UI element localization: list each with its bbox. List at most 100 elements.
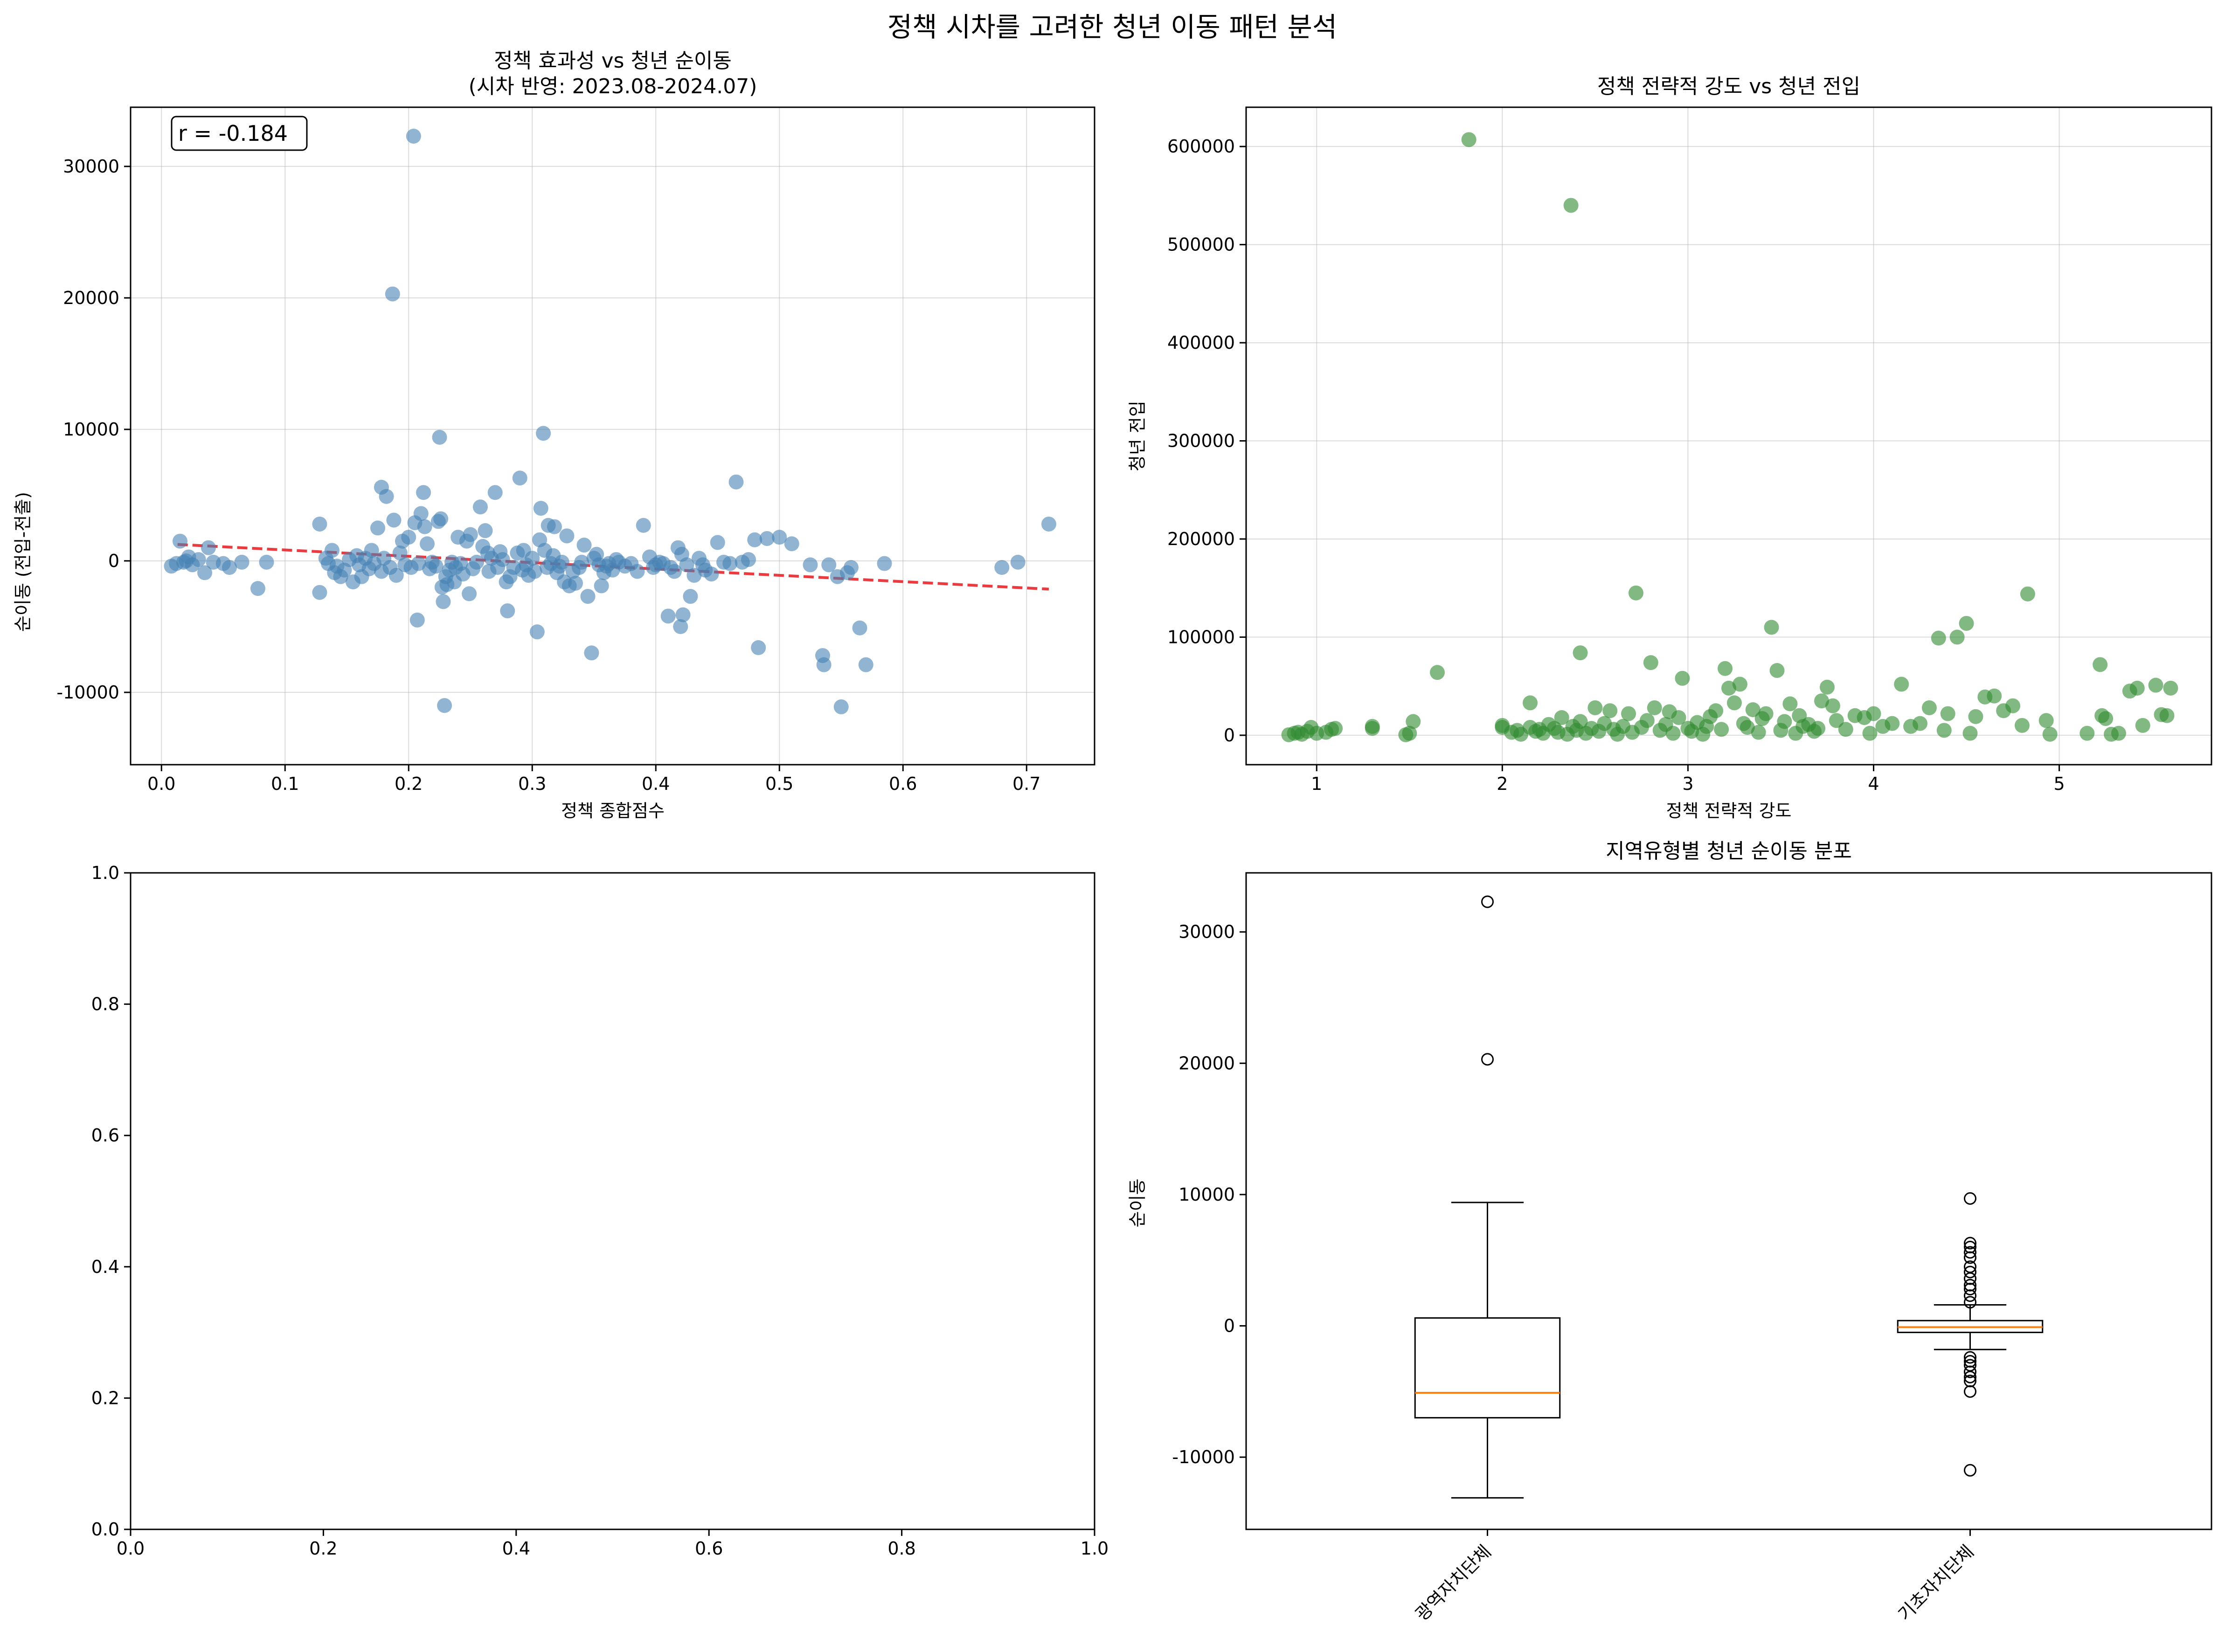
net-migration-point <box>858 657 873 672</box>
net-migration-point <box>816 657 832 672</box>
net-migration-point <box>433 511 449 526</box>
box-outlier <box>1964 1246 1976 1259</box>
net-migration-point <box>686 567 702 583</box>
net-migration-point <box>487 485 503 500</box>
net-migration-point <box>660 608 676 624</box>
boxplot-ytick-label: 30000 <box>1178 922 1235 942</box>
inflow-ytick-label: 0 <box>1224 725 1235 746</box>
inflow-point <box>1587 700 1603 715</box>
net-migration-grid <box>131 107 1095 765</box>
inflow-point <box>1726 695 1742 711</box>
net-migration-point <box>312 585 327 600</box>
net-migration-ticks: 0.0 0.1 0.2 0.3 0.4 0.5 0.6 0.7 -10000 0 10000 2000… <box>56 156 1040 794</box>
empty-axes-xtick-label: 0.8 <box>887 1538 915 1559</box>
net-migration-xlabel: 정책 종합점수 <box>561 801 665 821</box>
inflow-point <box>1814 693 1830 709</box>
boxplot-boxes <box>1414 895 2044 1499</box>
inflow-ytick-label: 200000 <box>1167 529 1235 549</box>
empty-axes-ytick-label: 1.0 <box>91 863 119 883</box>
inflow-point <box>2135 718 2150 733</box>
empty-axes-ytick-label: 0.8 <box>91 994 119 1015</box>
net-migration-point <box>512 470 527 486</box>
net-migration-point <box>463 527 478 542</box>
net-migration-point <box>312 516 327 532</box>
net-migration-point <box>385 286 400 302</box>
net-migration-point <box>364 543 379 558</box>
net-migration-point <box>673 619 688 634</box>
inflow-ytick-label: 600000 <box>1167 136 1235 157</box>
empty-axes-xtick-label: 0.6 <box>695 1538 723 1559</box>
net-migration-point <box>250 581 265 596</box>
net-migration-point <box>533 501 548 516</box>
boxplot-ytick-label: 10000 <box>1178 1184 1235 1205</box>
inflow-point <box>1602 703 1618 719</box>
box-body <box>1414 1317 1561 1419</box>
net-migration-point <box>525 551 540 566</box>
inflow-point <box>1894 677 1909 692</box>
net-migration-point <box>406 129 421 144</box>
net-migration-point <box>388 567 404 583</box>
inflow-point <box>1940 706 1955 721</box>
inflow-point <box>1819 679 1835 695</box>
net-migration-point <box>580 589 596 604</box>
inflow-point <box>2163 680 2178 696</box>
net-migration-point <box>386 512 402 528</box>
net-migration-point <box>1041 516 1056 532</box>
inflow-point <box>2079 726 2095 741</box>
inflow-point <box>1810 721 1826 736</box>
box-outlier <box>1481 1053 1494 1066</box>
inflow-point <box>1671 710 1686 725</box>
figure-suptitle: 정책 시차를 고려한 청년 이동 패턴 분석 <box>887 11 1337 43</box>
net-migration-point <box>554 554 569 570</box>
net-migration-point <box>559 528 575 544</box>
net-migration-point <box>472 499 488 515</box>
net-migration-ytick-label: 10000 <box>63 419 119 440</box>
inflow-point <box>1931 630 1946 646</box>
inflow-point <box>1406 714 1421 729</box>
inflow-xlabel: 정책 전략적 강도 <box>1666 801 1792 821</box>
box-outlier <box>1964 1296 1976 1309</box>
inflow-point <box>1913 716 1928 731</box>
net-migration-title-line-1: 정책 효과성 vs 청년 순이동 <box>494 49 732 73</box>
boxplot-axes-frame <box>1245 872 2212 1530</box>
inflow-point <box>1936 723 1952 738</box>
inflow-point <box>1647 700 1662 715</box>
inflow-point <box>1764 620 1779 635</box>
boxplot-xtick-label: 광역자치단체 <box>1411 1541 1495 1624</box>
inflow-point <box>1621 706 1636 721</box>
inflow-point <box>2129 680 2145 696</box>
net-migration-xtick-label: 0.4 <box>642 774 670 794</box>
inflow-points <box>1281 132 2178 742</box>
net-migration-point <box>576 538 592 553</box>
net-migration-point <box>529 624 545 640</box>
box-outlier <box>1964 1370 1976 1383</box>
net-migration-xtick-label: 0.0 <box>147 774 175 794</box>
net-migration-point <box>704 567 719 582</box>
box-outlier <box>1964 1237 1976 1250</box>
empty-axes-ytick-label: 0.4 <box>91 1257 119 1277</box>
inflow-point <box>2098 711 2114 726</box>
inflow-point <box>1838 722 1853 737</box>
net-migration-axes-frame <box>130 106 1095 766</box>
net-migration-ytick-label: 30000 <box>63 156 119 177</box>
net-migration-point <box>173 533 187 549</box>
inflow-ytick-label: 500000 <box>1167 235 1235 255</box>
net-migration-point <box>803 557 818 573</box>
net-migration-point <box>379 489 394 504</box>
net-migration-point <box>191 552 206 567</box>
inflow-point <box>2159 708 2175 723</box>
boxplot-xtick-label: 기초자치단체 <box>1894 1541 1977 1624</box>
net-migration-point <box>547 519 562 534</box>
net-migration-point <box>436 594 451 609</box>
inflow-point <box>1769 663 1785 678</box>
inflow-point <box>1573 645 1588 661</box>
inflow-scatter-panel: 정책 전략적 강도 vs 청년 전입 1 2 3 4 5 0 100000 200000 300… <box>1127 75 2212 821</box>
inflow-xtick-label: 4 <box>1868 774 1879 794</box>
net-migration-ytick-label: 0 <box>108 551 119 571</box>
inflow-point <box>2038 713 2054 728</box>
box-outlier <box>1964 1351 1976 1364</box>
boxplot-title: 지역유형별 청년 순이동 분포 <box>1606 839 1852 863</box>
net-migration-xtick-label: 0.3 <box>518 774 546 794</box>
net-migration-point <box>722 556 738 571</box>
net-migration-point <box>747 532 762 547</box>
